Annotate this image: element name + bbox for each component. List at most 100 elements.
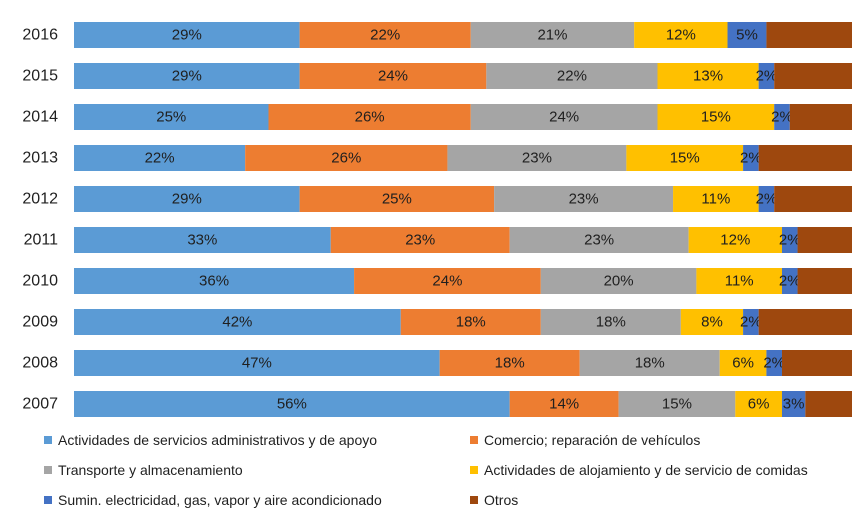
bar-segment bbox=[626, 145, 744, 171]
bar-segment bbox=[688, 227, 782, 253]
data-label: 5% bbox=[736, 27, 758, 44]
bar-segment bbox=[797, 227, 852, 253]
legend-label: Transporte y almacenamiento bbox=[58, 462, 243, 478]
bar-segment bbox=[758, 63, 775, 89]
legend-swatch bbox=[470, 436, 478, 444]
bar-segment bbox=[774, 63, 852, 89]
data-label: 26% bbox=[331, 150, 361, 167]
bar-segment bbox=[657, 63, 759, 89]
bar-segment bbox=[74, 104, 269, 130]
legend-label: Sumin. electricidad, gas, vapor y aire a… bbox=[58, 492, 382, 508]
bar-segment bbox=[797, 268, 852, 294]
data-label: 24% bbox=[378, 68, 408, 85]
data-label: 3% bbox=[783, 396, 805, 413]
data-label: 22% bbox=[557, 68, 587, 85]
y-tick-label: 2015 bbox=[22, 68, 58, 85]
bar-segment bbox=[74, 63, 300, 89]
y-tick-label: 2013 bbox=[22, 150, 58, 167]
bar-segment bbox=[727, 22, 767, 48]
bar-segment bbox=[781, 227, 798, 253]
data-label: 15% bbox=[662, 396, 692, 413]
data-label: 13% bbox=[693, 68, 723, 85]
bar-segment bbox=[758, 309, 852, 335]
bar-segment bbox=[781, 391, 806, 417]
bar-segment bbox=[618, 391, 736, 417]
data-label: 8% bbox=[701, 314, 723, 331]
data-label: 2% bbox=[771, 109, 793, 126]
data-label: 25% bbox=[382, 191, 412, 208]
legend-item: Comercio; reparación de vehículos bbox=[470, 432, 700, 448]
y-tick-label: 2014 bbox=[22, 109, 58, 126]
data-label: 2% bbox=[756, 68, 778, 85]
bar-segment bbox=[774, 104, 790, 130]
bar-segment bbox=[758, 145, 852, 171]
bar-segment bbox=[774, 186, 852, 212]
y-tick-label: 2009 bbox=[22, 314, 58, 331]
bar-segment bbox=[781, 268, 798, 294]
bar-segment bbox=[509, 391, 619, 417]
legend: Actividades de servicios administrativos… bbox=[44, 432, 854, 522]
data-label: 12% bbox=[720, 232, 750, 249]
bar-segment bbox=[680, 309, 744, 335]
bar-segment bbox=[268, 104, 471, 130]
data-label: 23% bbox=[569, 191, 599, 208]
data-label: 2% bbox=[763, 355, 785, 372]
bar-segment bbox=[299, 186, 495, 212]
data-label: 18% bbox=[596, 314, 626, 331]
data-label: 11% bbox=[725, 273, 754, 290]
bar-segment bbox=[74, 186, 300, 212]
data-label: 2% bbox=[740, 314, 762, 331]
data-label: 6% bbox=[732, 355, 754, 372]
data-label: 2% bbox=[740, 150, 762, 167]
data-label: 29% bbox=[172, 27, 202, 44]
data-label: 18% bbox=[456, 314, 486, 331]
data-label: 29% bbox=[172, 191, 202, 208]
data-label: 15% bbox=[701, 109, 731, 126]
data-label: 14% bbox=[549, 396, 579, 413]
bar-segment bbox=[470, 22, 635, 48]
bar-segment bbox=[74, 268, 355, 294]
bar-segment bbox=[805, 391, 852, 417]
legend-item: Otros bbox=[470, 492, 518, 508]
bar-segment bbox=[74, 22, 300, 48]
data-label: 33% bbox=[187, 232, 217, 249]
data-label: 18% bbox=[635, 355, 665, 372]
bar-segment bbox=[74, 227, 331, 253]
bar-segment bbox=[657, 104, 775, 130]
bar-segment bbox=[74, 309, 401, 335]
data-label: 29% bbox=[172, 68, 202, 85]
legend-label: Otros bbox=[484, 492, 519, 508]
bar-segment bbox=[743, 309, 759, 335]
legend-label: Actividades de alojamiento y de servicio… bbox=[484, 462, 808, 478]
bar-segment bbox=[743, 145, 759, 171]
data-label: 36% bbox=[199, 273, 229, 290]
bar-segment bbox=[486, 63, 658, 89]
data-label: 24% bbox=[549, 109, 579, 126]
bar-segment bbox=[719, 350, 767, 376]
data-label: 11% bbox=[701, 191, 730, 208]
bar-segment bbox=[354, 268, 541, 294]
bar-segment bbox=[74, 145, 246, 171]
y-tick-label: 2016 bbox=[22, 27, 58, 44]
bar-segment bbox=[540, 309, 681, 335]
bar-segment bbox=[758, 186, 775, 212]
bar-segment bbox=[245, 145, 448, 171]
data-label: 18% bbox=[495, 355, 525, 372]
y-tick-label: 2010 bbox=[22, 273, 58, 290]
bar-segment bbox=[400, 309, 541, 335]
legend-swatch bbox=[470, 496, 478, 504]
bar-segment bbox=[696, 268, 782, 294]
bar-segment bbox=[766, 22, 852, 48]
bar-segment bbox=[494, 186, 674, 212]
data-label: 15% bbox=[670, 150, 700, 167]
legend-item: Sumin. electricidad, gas, vapor y aire a… bbox=[44, 492, 382, 508]
data-label: 24% bbox=[432, 273, 462, 290]
bar-segment bbox=[439, 350, 580, 376]
bar-segment bbox=[673, 186, 759, 212]
bar-segment bbox=[540, 268, 697, 294]
legend-item: Transporte y almacenamiento bbox=[44, 462, 243, 478]
bar-segment bbox=[74, 391, 510, 417]
bar-segment bbox=[579, 350, 720, 376]
bar-segment bbox=[766, 350, 782, 376]
legend-swatch bbox=[44, 496, 52, 504]
